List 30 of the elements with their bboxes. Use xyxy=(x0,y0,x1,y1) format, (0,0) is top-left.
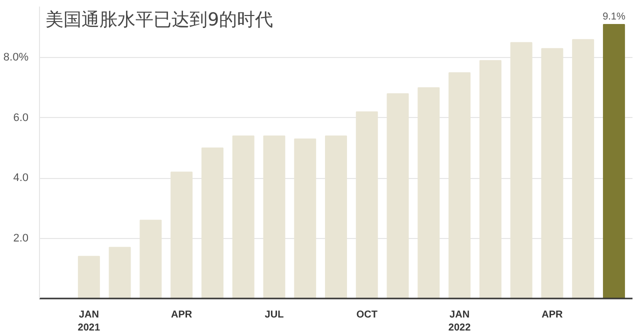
data-label: 9.1% xyxy=(602,12,626,23)
x-tick-label: APR xyxy=(542,310,564,320)
bar xyxy=(325,135,347,298)
bar xyxy=(572,39,594,298)
bar xyxy=(602,24,625,298)
y-tick-label: 8.0% xyxy=(3,52,29,64)
bar xyxy=(108,246,131,298)
x-tick-label: APR xyxy=(171,310,193,320)
bar xyxy=(263,135,286,298)
x-tick-label: JAN 2022 xyxy=(448,310,472,334)
bar xyxy=(78,256,100,298)
y-tick-label: 6.0 xyxy=(13,112,29,124)
bar xyxy=(201,147,224,298)
x-tick-label: JAN 2021 xyxy=(78,310,100,334)
bar xyxy=(170,172,193,298)
bar xyxy=(448,72,471,298)
bar xyxy=(356,111,378,298)
y-tick-label: 2.0 xyxy=(13,232,29,244)
x-tick-label: OCT xyxy=(356,310,378,320)
bar xyxy=(294,138,316,298)
x-tick-label: JUL xyxy=(264,310,284,320)
bar xyxy=(510,42,532,298)
bar xyxy=(232,135,254,298)
bar xyxy=(541,48,564,298)
y-tick-label: 4.0 xyxy=(13,172,29,184)
bar xyxy=(386,93,409,298)
bar xyxy=(479,60,502,298)
annotation: 美国通胀水平已达到9的时代 xyxy=(46,10,274,30)
bar xyxy=(418,87,440,298)
bar xyxy=(140,220,162,298)
